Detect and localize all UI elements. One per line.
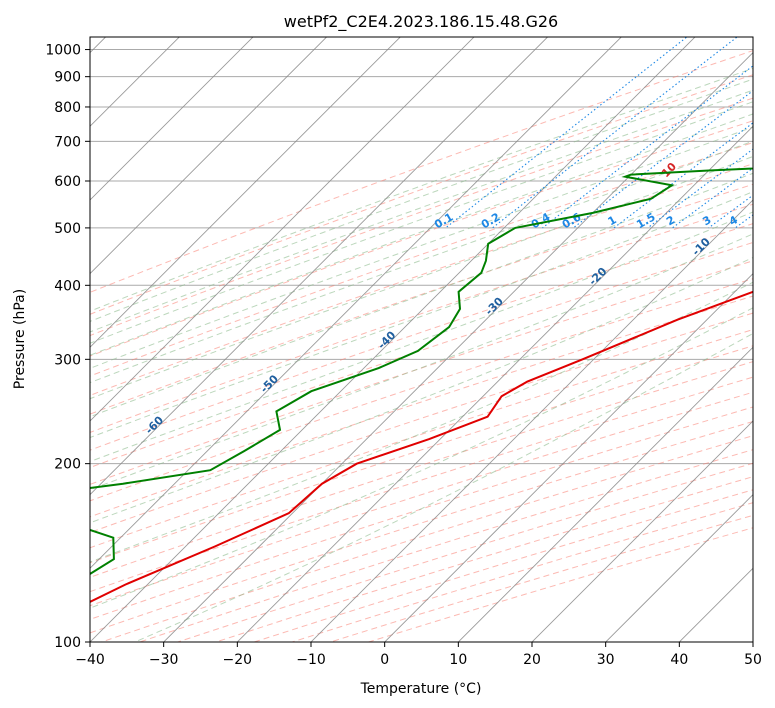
x-tick-label: 40: [670, 652, 688, 668]
dry-adiabat: [90, 312, 753, 534]
x-tick-label: −10: [296, 652, 326, 668]
moist-adiabat: [90, 78, 753, 322]
dry-adiabat: [90, 241, 753, 469]
moist-adiabats: [90, 67, 753, 642]
dewpoint-line: [90, 167, 753, 576]
plot-area: 0.10.20.40.611.52346810131620253036-100-…: [90, 37, 753, 642]
moist-adiabat: [90, 140, 753, 384]
moist-adiabat: [90, 67, 753, 312]
isotherm-line: [90, 37, 254, 201]
chart-title: wetPf2_C2E4.2023.186.15.48.G26: [284, 12, 558, 32]
x-tick-label: 10: [449, 652, 467, 668]
dry-adiabat: [90, 50, 753, 293]
isotherm-line: [457, 346, 753, 642]
moist-adiabat: [134, 332, 753, 642]
isotherm-line: [605, 494, 753, 642]
moist-adiabat: [90, 211, 753, 463]
x-tick-label: −20: [223, 652, 253, 668]
mixing-ratio-lines: [445, 37, 753, 229]
y-tick-label: 800: [54, 100, 81, 116]
y-tick-label: 200: [54, 457, 81, 473]
x-tick-label: 50: [744, 652, 762, 668]
y-axis-label: Pressure (hPa): [12, 289, 28, 389]
dry-adiabat: [90, 74, 753, 315]
y-tick-label: 400: [54, 278, 81, 294]
y-tick-label: 300: [54, 352, 81, 368]
moist-adiabat: [90, 155, 753, 400]
dry-adiabat: [90, 391, 753, 607]
dry-adiabat: [90, 345, 753, 564]
dry-adiabat: [90, 97, 753, 337]
y-tick-label: 600: [54, 174, 81, 190]
isotherm-line: [90, 37, 696, 642]
dry-adiabats: [90, 50, 753, 642]
moist-adiabat: [90, 191, 753, 439]
dry-adiabat: [90, 203, 753, 433]
isotherms: [90, 37, 753, 642]
y-tick-label: 500: [54, 221, 81, 237]
isotherm-line: [163, 51, 753, 642]
y-tick-label: 700: [54, 134, 81, 150]
moist-adiabat: [90, 89, 753, 333]
moist-adiabat: [90, 113, 753, 356]
x-axis-ticks: −40 −30 −20 −10 0 10 20 30 40 50: [75, 642, 762, 668]
moist-adiabat: [90, 233, 753, 491]
y-tick-label: 100: [54, 635, 81, 651]
dry-adiabat: [90, 376, 753, 593]
y-axis-ticks: 100 200 300 400 500 600 700 800 900 1000: [45, 43, 90, 651]
isotherm-line: [90, 37, 549, 496]
x-tick-label: 20: [523, 652, 541, 668]
isotherm-line: [90, 37, 622, 569]
moist-adiabat: [90, 172, 753, 418]
mixing-ratio-line: [542, 65, 753, 229]
temperature-line: [90, 290, 753, 603]
mixing-ratio-line: [445, 37, 688, 229]
y-tick-label: 1000: [45, 43, 81, 59]
isotherm-line: [531, 420, 753, 642]
x-tick-label: 30: [597, 652, 615, 668]
moist-adiabat: [90, 256, 753, 524]
moist-adiabat: [90, 126, 753, 369]
mixing-ratio-line: [492, 37, 739, 229]
isotherm-line: [384, 273, 753, 642]
isotherm-line: [310, 199, 753, 642]
y-tick-label: 900: [54, 70, 81, 86]
isotherm-line: [90, 37, 475, 422]
x-tick-label: −40: [75, 652, 105, 668]
dry-adiabat: [90, 278, 753, 502]
dry-adiabat: [90, 120, 753, 357]
plot-frame: [89, 36, 754, 643]
isotherm-line: [236, 125, 753, 642]
x-tick-label: 0: [380, 652, 389, 668]
mixing-ratio-line: [613, 122, 753, 229]
x-axis-label: Temperature (°C): [360, 681, 482, 697]
x-tick-label: −30: [149, 652, 179, 668]
isotherm-line: [90, 37, 328, 275]
